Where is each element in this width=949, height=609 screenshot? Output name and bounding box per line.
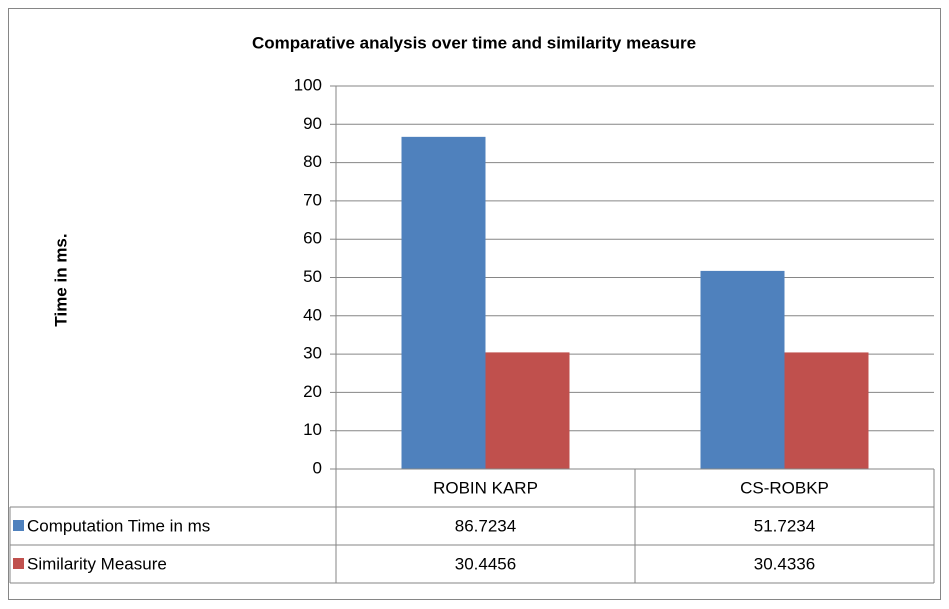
y-tick-label: 60 — [303, 229, 322, 248]
chart-title: Comparative analysis over time and simil… — [252, 33, 696, 52]
x-tick-label: CS-ROBKP — [740, 478, 829, 497]
legend-swatch — [13, 558, 24, 569]
y-tick-label: 30 — [303, 344, 322, 363]
y-tick-label: 0 — [313, 458, 322, 477]
y-tick-label: 50 — [303, 267, 322, 286]
bar — [700, 270, 785, 469]
bar — [401, 136, 486, 470]
table-value: 86.7234 — [455, 516, 516, 535]
y-tick-label: 10 — [303, 420, 322, 439]
bar — [485, 352, 570, 469]
table-value: 30.4456 — [455, 554, 516, 573]
y-axis-label: Time in ms. — [51, 233, 70, 326]
legend-label: Computation Time in ms — [27, 516, 210, 535]
table-value: 30.4336 — [754, 554, 815, 573]
legend-swatch — [13, 520, 24, 531]
y-tick-label: 100 — [294, 75, 322, 94]
y-tick-label: 20 — [303, 382, 322, 401]
y-tick-label: 80 — [303, 152, 322, 171]
x-tick-label: ROBIN KARP — [433, 478, 538, 497]
y-tick-label: 90 — [303, 114, 322, 133]
legend-label: Similarity Measure — [27, 554, 167, 573]
bar — [784, 352, 869, 469]
y-tick-label: 40 — [303, 305, 322, 324]
y-tick-label: 70 — [303, 190, 322, 209]
table-value: 51.7234 — [754, 516, 815, 535]
